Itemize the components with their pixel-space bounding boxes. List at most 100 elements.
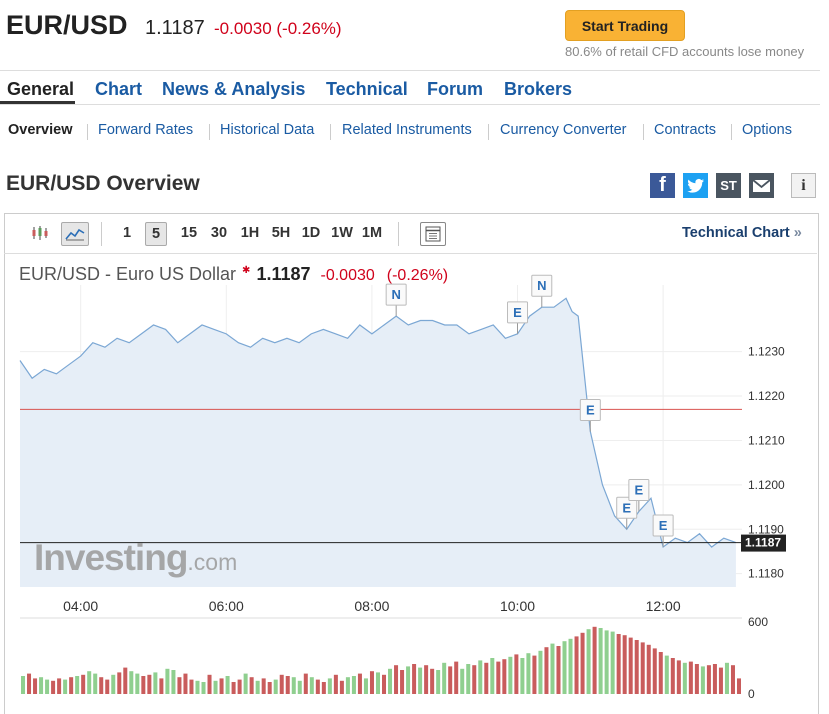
- volume-bar: [490, 658, 495, 694]
- tab-chart[interactable]: Chart: [95, 79, 143, 99]
- volume-bar: [478, 660, 483, 694]
- realtime-star-icon: ✱: [242, 265, 251, 276]
- volume-bar: [69, 677, 74, 694]
- volume-bar: [430, 668, 435, 694]
- price-change: -0.0030 (-0.26%): [214, 19, 342, 38]
- volume-bar: [285, 676, 290, 694]
- last-price-tag: 1.1187: [741, 534, 786, 552]
- y-tick-label: 1.1230: [748, 345, 785, 359]
- tab-forum[interactable]: Forum: [427, 79, 483, 99]
- tab-technical[interactable]: Technical: [326, 79, 408, 99]
- timeframe-15[interactable]: 15: [180, 225, 198, 241]
- volume-bar: [45, 679, 50, 694]
- subnav-options[interactable]: Options: [742, 122, 792, 138]
- tab-general[interactable]: General: [7, 79, 75, 99]
- timeframe-1h[interactable]: 1H: [240, 225, 260, 241]
- volume-bar: [213, 680, 218, 694]
- info-icon-glyph: i: [801, 176, 806, 194]
- volume-bar: [267, 682, 272, 694]
- volume-bar: [249, 677, 254, 694]
- volume-bar: [21, 676, 26, 694]
- volume-bar: [466, 664, 471, 694]
- volume-bar: [63, 679, 68, 694]
- volume-bar: [646, 644, 651, 694]
- volume-bar: [153, 672, 158, 694]
- event-box: [652, 514, 674, 537]
- watermark-suffix: .com: [187, 549, 238, 575]
- volume-tick-label: 600: [748, 615, 768, 629]
- event-marker-e: E: [652, 514, 674, 548]
- timeframe-1[interactable]: 1: [122, 225, 132, 241]
- event-marker-e: E: [579, 399, 601, 432]
- info-icon[interactable]: i: [791, 173, 816, 198]
- volume-bar: [189, 679, 194, 694]
- start-trading-button[interactable]: Start Trading: [565, 10, 685, 41]
- volume-bar: [688, 661, 693, 694]
- event-marker-n: N: [385, 283, 407, 317]
- subnav-forward-rates[interactable]: Forward Rates: [98, 122, 194, 138]
- chart-header: EUR/USD - Euro US Dollar ✱ 1.1187 -0.0030 (-…: [19, 264, 448, 285]
- email-icon[interactable]: [749, 173, 774, 198]
- x-tick-label: 08:00: [354, 598, 389, 614]
- tab-news-analysis[interactable]: News & Analysis: [162, 79, 306, 99]
- volume-bar: [700, 666, 705, 694]
- volume-bar: [81, 674, 86, 694]
- volume-bar: [339, 680, 344, 694]
- overview-title: EUR/USD Overview: [6, 172, 200, 195]
- volume-bar: [448, 666, 453, 694]
- timeframe-30[interactable]: 30: [210, 225, 228, 241]
- volume-bar: [33, 678, 38, 694]
- volume-bar: [640, 642, 645, 694]
- volume-bar: [345, 677, 350, 694]
- event-box: [385, 283, 407, 306]
- volume-bar: [375, 672, 380, 694]
- subnav-related-instruments[interactable]: Related Instruments: [342, 122, 472, 138]
- volume-bar: [412, 664, 417, 694]
- volume-bar: [400, 670, 405, 694]
- area-chart-icon[interactable]: [61, 222, 89, 246]
- volume-bar: [706, 665, 711, 694]
- volume-bar: [369, 671, 374, 694]
- candlestick-icon[interactable]: [29, 222, 51, 244]
- event-box: [579, 399, 601, 422]
- volume-bar: [141, 676, 146, 694]
- y-tick-label: 1.1180: [748, 567, 784, 581]
- subnav-divider: [87, 124, 88, 140]
- volume-bar: [75, 676, 80, 694]
- subnav-historical-data[interactable]: Historical Data: [220, 122, 315, 138]
- volume-bar: [177, 677, 182, 694]
- timeframe-1w[interactable]: 1W: [331, 225, 353, 241]
- event-label: E: [659, 518, 668, 533]
- volume-bar: [231, 682, 236, 694]
- facebook-icon[interactable]: f: [650, 173, 675, 198]
- volume-bar: [658, 652, 663, 694]
- timeframe-5h[interactable]: 5H: [271, 225, 291, 241]
- subnav-divider: [643, 124, 644, 140]
- subnav-currency-converter[interactable]: Currency Converter: [500, 122, 627, 138]
- timeframe-1d[interactable]: 1D: [301, 225, 321, 241]
- y-tick-label: 1.1210: [748, 433, 785, 447]
- subnav-overview[interactable]: Overview: [8, 122, 73, 138]
- subnav-contracts[interactable]: Contracts: [654, 122, 717, 138]
- tab-brokers[interactable]: Brokers: [504, 79, 573, 99]
- y-tick-label: 1.1190: [748, 522, 784, 536]
- volume-bar: [147, 674, 152, 694]
- stocktwits-icon[interactable]: ST: [716, 173, 741, 198]
- volume-bar: [442, 662, 447, 694]
- technical-chart-link[interactable]: Technical Chart »: [682, 225, 802, 241]
- twitter-icon[interactable]: [683, 173, 708, 198]
- volume-bar: [598, 628, 603, 694]
- volume-bar: [526, 653, 531, 694]
- instrument-name: EUR/USD - Euro US Dollar: [19, 264, 237, 284]
- event-label: N: [391, 287, 400, 302]
- timeframe-1m[interactable]: 1M: [361, 225, 383, 241]
- volume-bar: [628, 637, 633, 694]
- chart-container: [4, 213, 819, 714]
- chart-settings-icon[interactable]: [420, 222, 446, 246]
- volume-bar: [424, 665, 429, 694]
- volume-bar: [87, 671, 92, 694]
- volume-bar: [436, 670, 441, 694]
- volume-bar: [604, 630, 609, 694]
- timeframe-5[interactable]: 5: [145, 222, 167, 246]
